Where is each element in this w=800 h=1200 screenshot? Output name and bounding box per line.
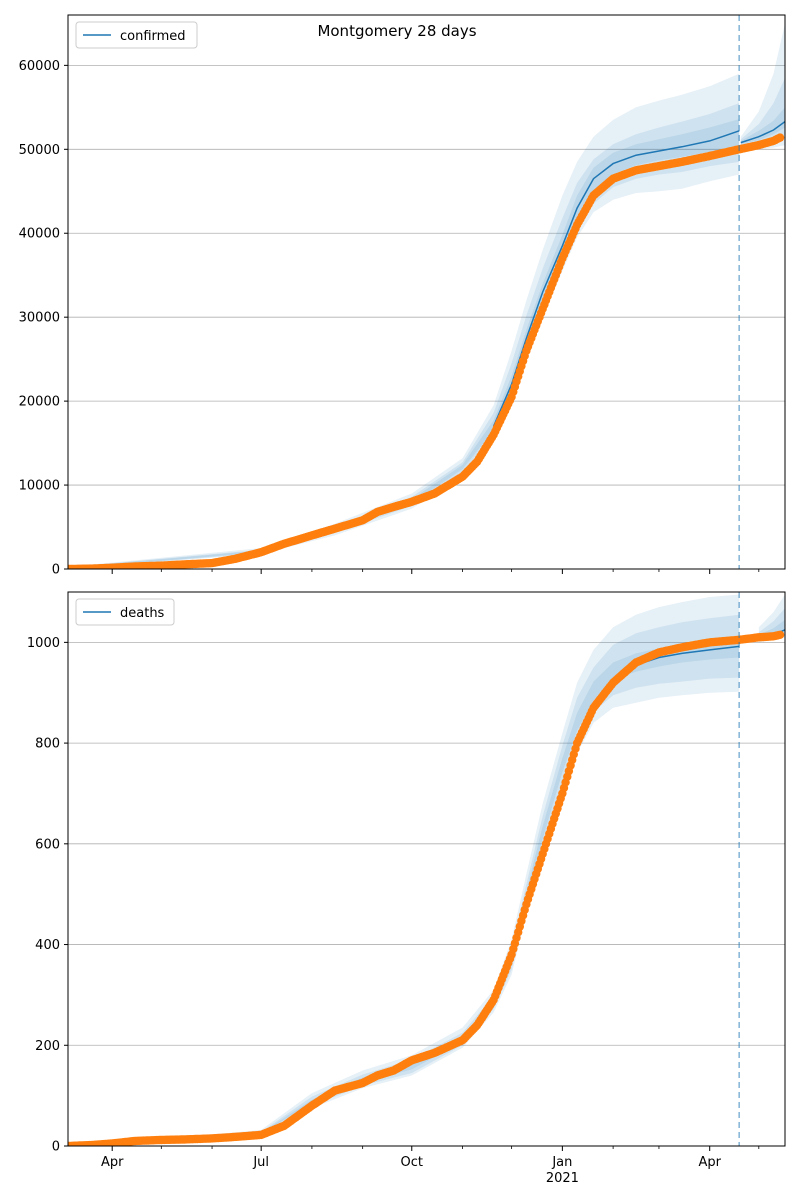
uncertainty-band [740, 23, 785, 151]
model-line [492, 130, 740, 427]
y-tick-label: 40000 [19, 227, 60, 242]
uncertainty-band [68, 103, 740, 569]
uncertainty-band [68, 594, 740, 1146]
x-tick-sublabel: 2021 [546, 1171, 579, 1186]
y-tick-label: 800 [35, 737, 60, 752]
x-tick-label: Apr [698, 1155, 721, 1170]
x-tick-label: Apr [101, 1155, 124, 1170]
y-tick-label: 400 [35, 938, 60, 953]
y-tick-label: 1000 [27, 636, 60, 651]
model-line [740, 120, 785, 144]
y-tick-label: 0 [52, 1140, 60, 1155]
y-tick-label: 0 [52, 563, 60, 578]
uncertainty-band [68, 614, 740, 1146]
uncertainty-band [740, 107, 785, 145]
uncertainty-band [758, 594, 785, 643]
x-tick-label: Jan [551, 1155, 572, 1170]
confirmed-panel: 0 10000 20000 30000 40000 50000 60000 confirmed [19, 14, 786, 578]
observed-series [68, 630, 785, 1146]
uncertainty-band [68, 73, 740, 569]
observed-point [775, 133, 785, 142]
plot-area [68, 23, 785, 569]
y-tick-label: 200 [35, 1039, 60, 1054]
axes-frame [67, 14, 786, 570]
y-tick-label: 20000 [19, 395, 60, 410]
figure-title: Montgomery 28 days [317, 22, 476, 40]
y-tick-label: 60000 [19, 59, 60, 74]
y-tick-label: 50000 [19, 143, 60, 158]
observed-series [68, 133, 785, 569]
x-tick-label: Oct [401, 1155, 423, 1170]
y-tick-label: 10000 [19, 479, 60, 494]
legend-box [75, 21, 198, 49]
legend-label: confirmed [120, 29, 186, 44]
x-tick-label: Jul [252, 1155, 269, 1170]
legend-label: deaths [120, 606, 165, 621]
legend-box [75, 598, 175, 626]
plot-area [68, 594, 785, 1146]
observed-point [775, 630, 785, 639]
axes-frame [67, 591, 786, 1147]
y-tick-label: 30000 [19, 311, 60, 326]
y-tick-label: 600 [35, 837, 60, 852]
